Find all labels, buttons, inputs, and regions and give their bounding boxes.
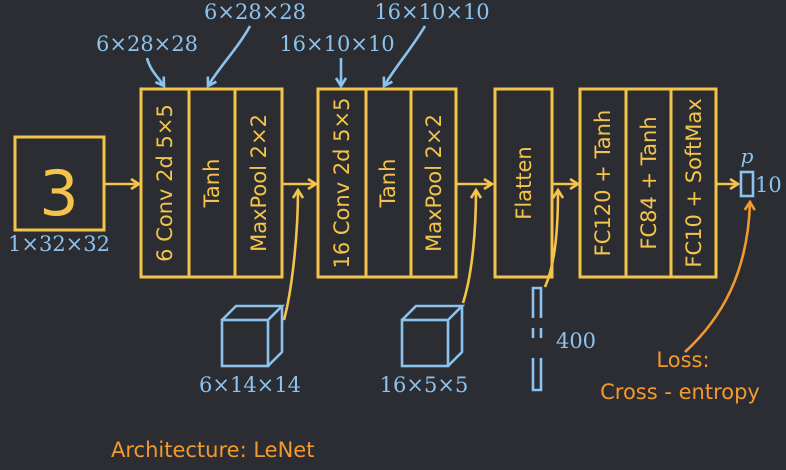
block1-tanh-label: Tanh <box>200 159 224 209</box>
flatten-output-vector <box>531 286 543 392</box>
output-vector <box>739 170 755 198</box>
arrow-loss-to-output <box>684 202 750 353</box>
flatten-label: Flatten <box>512 146 536 219</box>
fc84-label: FC84 + Tanh <box>637 116 661 249</box>
block2-output-cube <box>400 304 466 368</box>
arrow-block2-tanh-shape <box>384 25 427 86</box>
block1-tanh-shape-label: 6×28×28 <box>204 0 306 24</box>
output-size-label: 10 <box>755 173 782 197</box>
block2-conv-label: 16 Conv 2d 5×5 <box>330 97 354 268</box>
block2-conv-shape-label: 16×10×10 <box>279 32 394 56</box>
block1-output-cube <box>220 304 286 368</box>
fc10-label: FC10 + SoftMax <box>682 98 706 267</box>
loss-title: Loss: <box>656 348 709 372</box>
arrow-cube2-to-junction <box>461 190 476 304</box>
architecture-caption: Architecture: LeNet <box>111 438 314 462</box>
flatten-output-shape-label: 400 <box>556 329 596 353</box>
block1-conv-label: 6 Conv 2d 5×5 <box>153 104 177 262</box>
arrow-cube1-to-junction <box>282 190 298 321</box>
block2-output-shape-label: 16×5×5 <box>380 373 469 397</box>
arrow-block1-tanh-shape <box>208 25 252 86</box>
input-digit: 3 <box>39 157 78 230</box>
block1-conv-shape-label: 6×28×28 <box>96 32 198 56</box>
arrow-block1-conv-shape <box>145 57 164 86</box>
block2-pool-label: MaxPool 2×2 <box>422 114 446 252</box>
input-shape-label: 1×32×32 <box>8 232 110 256</box>
arrow-vector-to-junction <box>543 190 558 288</box>
loss-function-label: Cross - entropy <box>600 380 760 404</box>
block2-tanh-label: Tanh <box>376 159 400 209</box>
output-symbol: p <box>741 144 754 168</box>
block1-output-shape-label: 6×14×14 <box>199 373 301 397</box>
block1-pool-label: MaxPool 2×2 <box>247 114 271 252</box>
block2-tanh-shape-label: 16×10×10 <box>374 0 489 24</box>
fc120-label: FC120 + Tanh <box>591 110 615 257</box>
